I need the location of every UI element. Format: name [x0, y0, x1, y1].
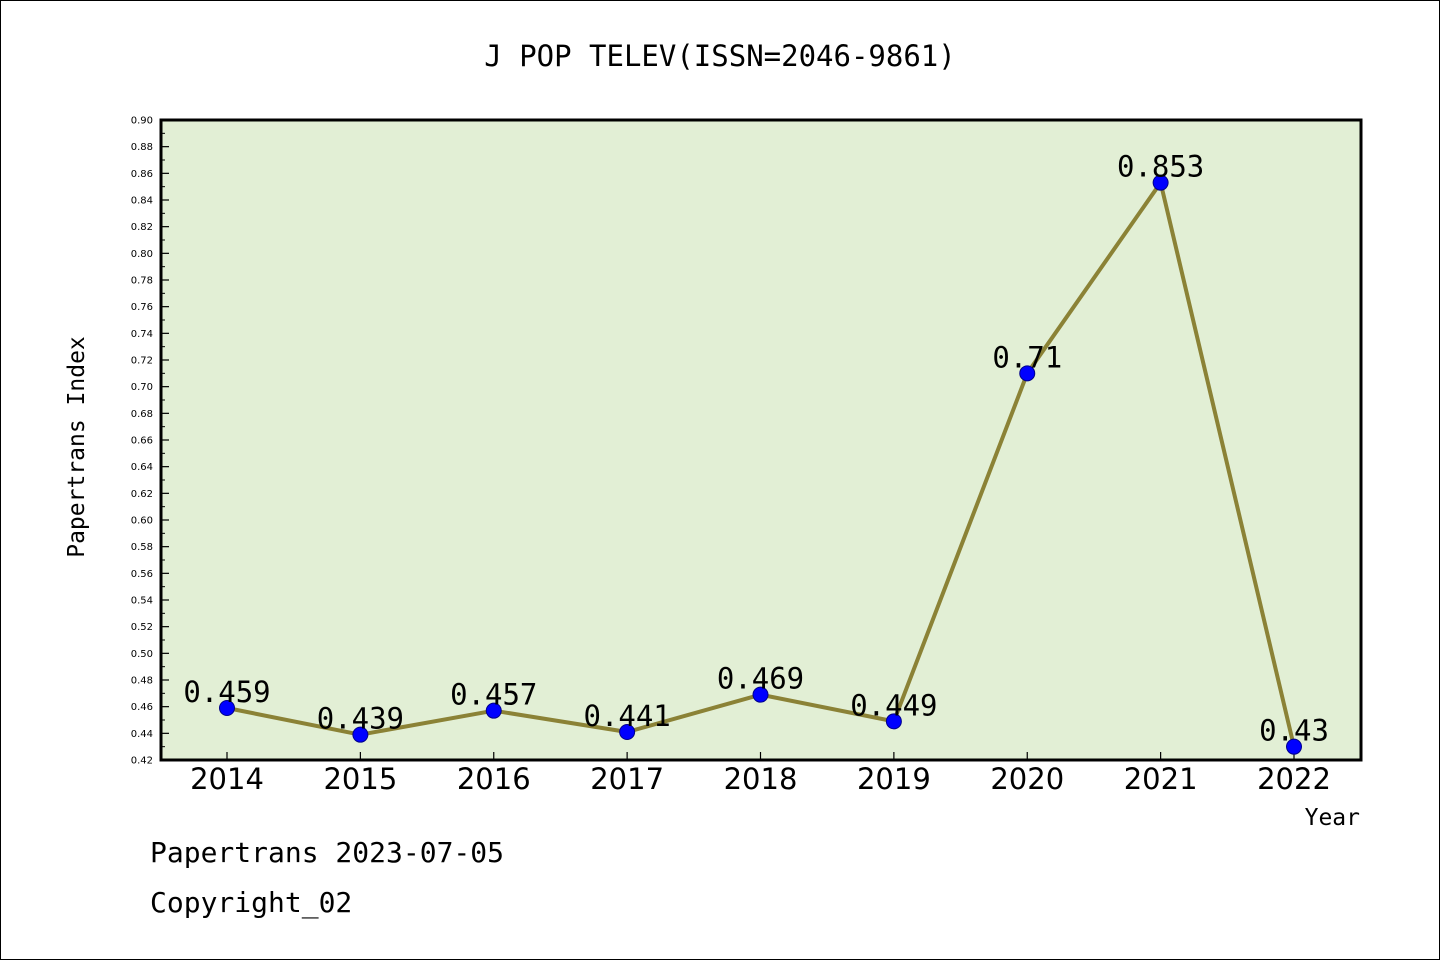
x-tick-label: 2015 — [323, 762, 397, 796]
y-tick-label: 0.74 — [131, 329, 153, 340]
y-tick-label: 0.80 — [131, 249, 153, 260]
y-tick-label: 0.70 — [131, 382, 153, 393]
x-tick-label: 2021 — [1124, 762, 1198, 796]
data-point — [219, 700, 235, 716]
y-tick-label: 0.42 — [131, 756, 153, 767]
data-point — [619, 724, 636, 740]
data-point — [1286, 738, 1302, 755]
y-tick-label: 0.88 — [131, 142, 153, 153]
data-label: 0.469 — [717, 662, 804, 696]
x-tick-label: 2014 — [190, 762, 264, 796]
y-tick-label: 0.82 — [131, 222, 153, 233]
x-tick-label: 2020 — [990, 762, 1064, 796]
y-tick-label: 0.62 — [131, 489, 153, 500]
y-tick-label: 0.44 — [131, 729, 153, 740]
y-tick-label: 0.52 — [131, 622, 153, 633]
data-label: 0.71 — [992, 340, 1062, 374]
data-label: 0.441 — [583, 699, 670, 733]
chart-title: J POP TELEV(ISSN=2046-9861) — [484, 39, 955, 73]
y-tick-label: 0.78 — [131, 276, 153, 287]
y-tick-label: 0.50 — [131, 649, 153, 660]
y-axis-label: Papertrans Index — [64, 336, 90, 558]
data-label: 0.853 — [1117, 150, 1204, 184]
x-axis-ticks: 2014 2015 2016 2017 2018 2019 2020 2021 2022 — [190, 752, 1331, 796]
x-axis-label: Year — [1305, 805, 1360, 831]
y-tick-label: 0.86 — [131, 169, 153, 180]
series-group: 0.459 0.439 0.457 0.441 0.469 0.449 0.71 0.853 0… — [183, 150, 1329, 755]
data-point — [352, 726, 369, 743]
data-point — [1152, 174, 1169, 191]
data-label: 0.449 — [850, 688, 937, 722]
data-label: 0.457 — [450, 678, 537, 712]
y-tick-label: 0.48 — [131, 676, 153, 687]
y-tick-label: 0.46 — [131, 702, 153, 713]
x-tick-label: 2019 — [857, 762, 931, 796]
footer-date-line: Papertrans 2023-07-05 — [150, 836, 505, 869]
data-label: 0.459 — [183, 675, 270, 709]
plot-area — [159, 118, 1363, 762]
y-tick-label: 0.60 — [131, 516, 153, 527]
y-tick-label: 0.76 — [131, 302, 153, 313]
y-tick-label: 0.58 — [131, 542, 153, 553]
x-tick-label: 2022 — [1257, 762, 1331, 796]
x-tick-label: 2016 — [457, 762, 531, 796]
y-tick-label: 0.84 — [131, 196, 153, 207]
data-point — [485, 702, 502, 719]
y-axis-ticks: 0.42 0.44 0.46 0.48 0.50 0.52 0.54 0.56 0.58 0.60… — [131, 116, 169, 767]
data-label: 0.43 — [1259, 714, 1329, 748]
y-tick-label: 0.90 — [131, 116, 153, 127]
y-tick-label: 0.54 — [131, 596, 153, 607]
y-tick-label: 0.64 — [131, 462, 153, 473]
data-label: 0.439 — [317, 702, 404, 736]
y-tick-label: 0.68 — [131, 409, 153, 420]
data-point — [1019, 365, 1036, 382]
y-tick-label: 0.66 — [131, 436, 153, 447]
data-point — [885, 713, 902, 730]
y-tick-label: 0.72 — [131, 356, 153, 367]
data-point — [752, 686, 769, 703]
footer-copyright-line: Copyright_02 — [150, 886, 353, 919]
x-tick-label: 2018 — [724, 762, 798, 796]
x-tick-label: 2017 — [590, 762, 664, 796]
y-tick-label: 0.56 — [131, 569, 153, 580]
